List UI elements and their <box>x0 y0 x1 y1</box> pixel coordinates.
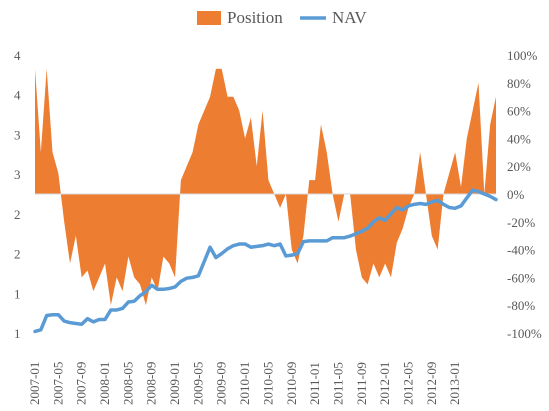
x-tick-label: 2010-09 <box>284 362 299 405</box>
x-tick-label: 2009-05 <box>190 362 205 405</box>
left-tick-label: 3 <box>14 127 21 142</box>
left-tick-label: 2 <box>14 207 21 222</box>
x-tick-label: 2010-05 <box>260 362 275 405</box>
x-tick-label: 2008-05 <box>120 362 135 405</box>
x-tick-label: 2010-01 <box>237 362 252 405</box>
x-tick-label: 2013-01 <box>447 362 462 405</box>
right-tick-label: 100% <box>507 48 538 63</box>
left-tick-label: 3 <box>14 167 21 182</box>
x-tick-label: 2011-09 <box>354 362 369 405</box>
right-tick-label: 20% <box>507 159 531 174</box>
nav-line <box>33 188 498 334</box>
x-tick-label: 2012-01 <box>377 362 392 405</box>
right-tick-label: -100% <box>507 326 542 341</box>
x-axis: 2007-01 2007-05 2007-09 2008-01 2008-05 2008-… <box>27 362 462 405</box>
right-tick-label: 0% <box>507 187 525 202</box>
legend-label-nav: NAV <box>332 8 367 27</box>
right-tick-label: 40% <box>507 131 531 146</box>
left-tick-label: 1 <box>14 326 21 341</box>
left-tick-label: 1 <box>14 286 21 301</box>
right-tick-label: -20% <box>507 215 535 230</box>
x-tick-label: 2011-05 <box>330 362 345 405</box>
x-tick-label: 2007-05 <box>50 362 65 405</box>
right-tick-label: -80% <box>507 298 535 313</box>
x-tick-label: 2009-09 <box>214 362 229 405</box>
legend: Position NAV <box>197 8 367 27</box>
x-tick-label: 2012-09 <box>424 362 439 405</box>
left-tick-label: 4 <box>14 88 21 103</box>
x-tick-label: 2012-05 <box>400 362 415 405</box>
right-tick-label: 60% <box>507 104 531 119</box>
x-tick-label: 2011-01 <box>307 362 322 405</box>
x-tick-label: 2008-09 <box>144 362 159 405</box>
x-tick-label: 2007-01 <box>27 362 42 405</box>
legend-label-position: Position <box>227 8 283 27</box>
right-tick-label: -60% <box>507 270 535 285</box>
left-axis: 1 1 2 2 3 3 4 4 <box>14 48 21 341</box>
legend-swatch-position <box>197 11 221 25</box>
x-tick-label: 2009-01 <box>167 362 182 405</box>
position-area <box>35 68 496 306</box>
right-tick-label: 80% <box>507 76 531 91</box>
right-tick-label: -40% <box>507 243 535 258</box>
x-tick-label: 2007-09 <box>74 362 89 405</box>
right-axis: -100% -80% -60% -40% -20% 0% 20% 40% 60% 80% 100% <box>507 48 542 341</box>
plot-area <box>33 68 498 334</box>
x-tick-label: 2008-01 <box>97 362 112 405</box>
left-tick-label: 2 <box>14 247 21 262</box>
left-tick-label: 4 <box>14 48 21 63</box>
